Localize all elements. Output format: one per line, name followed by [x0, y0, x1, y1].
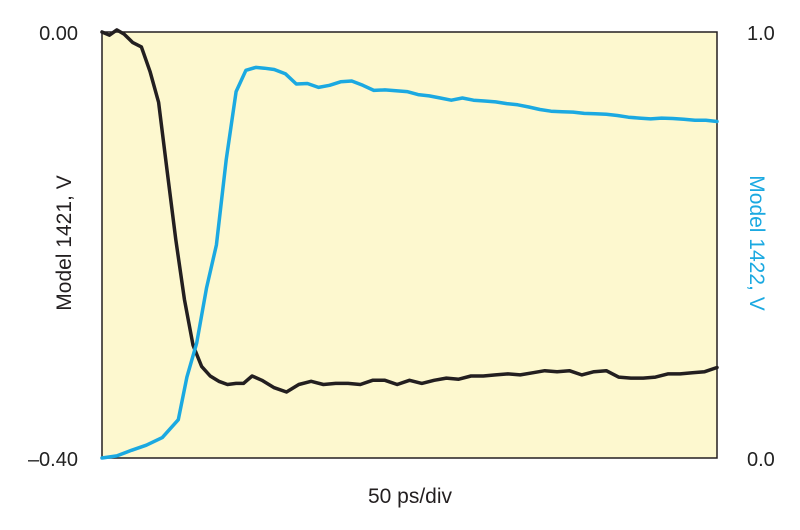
series-line-model-1421	[100, 28, 719, 394]
y-right-tick-bottom: 0.0	[747, 449, 775, 471]
plot-area	[101, 31, 718, 459]
series-layer	[100, 28, 719, 460]
x-axis-title: 50 ps/div	[368, 485, 453, 508]
y-left-axis-title: Model 1421, V	[53, 175, 76, 310]
y-left-tick-top: 0.00	[39, 23, 78, 45]
y-left-tick-bottom: –0.40	[28, 449, 78, 471]
y-right-tick-top: 1.0	[747, 23, 775, 45]
series-line-model-1422	[100, 65, 719, 460]
y-right-axis-title: Model 1422, V	[745, 175, 768, 310]
